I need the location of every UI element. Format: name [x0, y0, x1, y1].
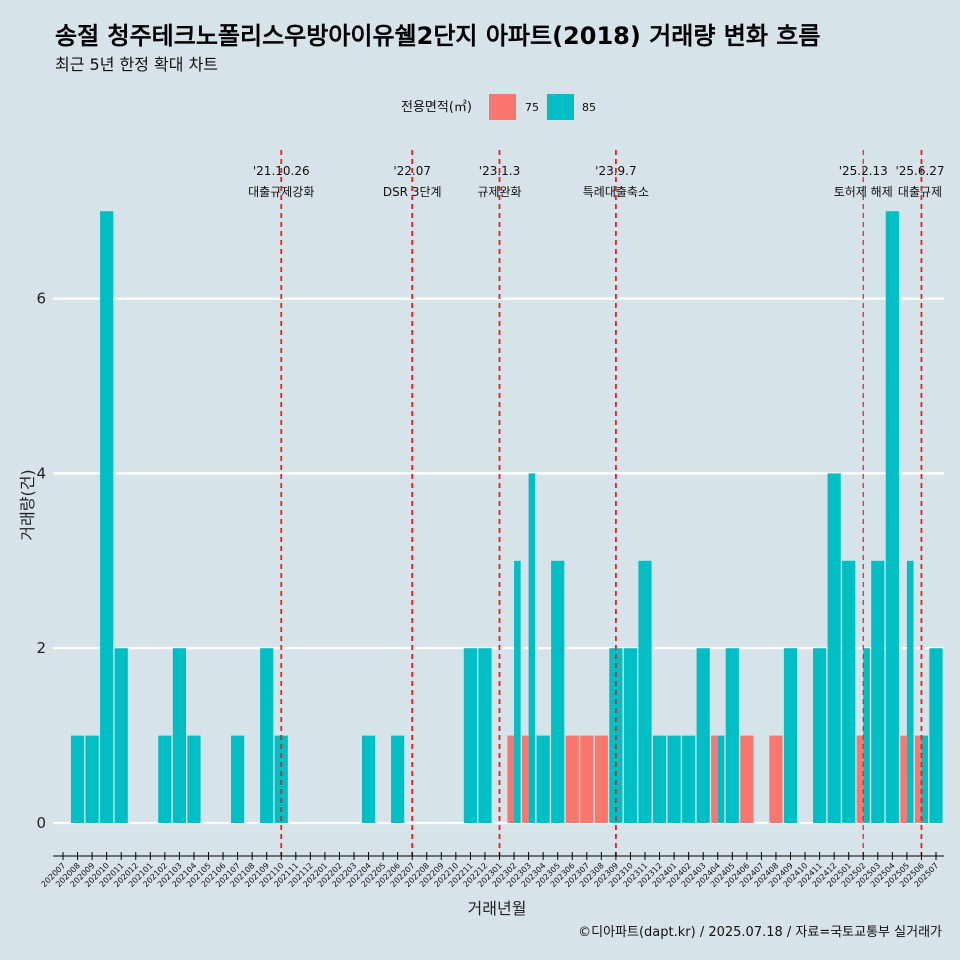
- annotation-label: DSR 3단계: [383, 185, 442, 199]
- bar-85-202405: [725, 648, 739, 823]
- bar-85-202212: [478, 648, 492, 823]
- bar-85-202310: [623, 648, 638, 823]
- annotation-date: '21.10.26: [253, 164, 310, 178]
- y-tick-label: 6: [36, 290, 46, 308]
- bar-85-202311: [638, 560, 652, 823]
- caption: ©디아파트(dapt.kr) / 2025.07.18 / 자료=국토교통부 실…: [578, 925, 942, 940]
- x-axis-title: 거래년월: [468, 899, 527, 918]
- annotation-label: 특례대출축소: [583, 185, 649, 199]
- bar-85-202502: [863, 648, 870, 823]
- y-tick-label: 2: [36, 639, 46, 657]
- bar-85-202011: [114, 648, 128, 823]
- chart-title: 송절 청주테크노폴리스우방아이유쉘2단지 아파트(2018) 거래량 변화 흐름: [55, 22, 820, 50]
- bar-75-202404: [711, 735, 718, 823]
- bar-75-202502: [856, 735, 864, 823]
- annotation-date: '25.6.27: [895, 164, 944, 178]
- y-tick-label: 4: [36, 464, 46, 482]
- x-axis: 2020072020082020092020102020112020122021…: [39, 852, 944, 889]
- bar-85-202504: [885, 211, 899, 823]
- legend-label-85: 85: [582, 101, 596, 114]
- bar-85-202312: [652, 735, 667, 823]
- bar-75-202506: [914, 735, 922, 823]
- annotations: '21.10.26 대출규제강화 '22.07 DSR 3단계 '23.1.3 규제완화 '…: [248, 164, 944, 199]
- legend-title: 전용면적(㎡): [401, 100, 472, 115]
- bar-85-202403: [696, 648, 710, 823]
- bar-85-202401: [667, 735, 681, 823]
- bar-85-202404: [717, 735, 725, 823]
- bar-75-202505: [900, 735, 907, 823]
- bar-75-202303: [522, 735, 529, 823]
- y-tick-label: 0: [36, 814, 46, 832]
- legend-label-75: 75: [525, 101, 539, 114]
- bar-85-202204: [361, 735, 376, 823]
- bar-85-202412: [827, 473, 841, 823]
- annotation-lines: [280, 150, 923, 856]
- annotation-label: 토허제 해제: [834, 185, 893, 199]
- y-axis-ticks: 0 2 4 6: [36, 290, 46, 832]
- bar-85-202010: [100, 211, 114, 823]
- legend-swatch-85: [547, 94, 574, 120]
- bar-75-202308: [594, 735, 608, 823]
- bar-85-202303: [528, 473, 536, 823]
- bar-85-202302: [514, 560, 521, 823]
- bar-85-202211: [463, 648, 477, 823]
- legend-swatch-75: [489, 94, 516, 120]
- bar-85-202507: [929, 648, 943, 823]
- bar-85-202506: [921, 735, 929, 823]
- bar-85-202402: [682, 735, 696, 823]
- annotation-date: '23.9.7: [595, 164, 636, 178]
- bar-85-202411: [813, 648, 827, 823]
- gridlines: [53, 297, 944, 825]
- bar-85-202305: [551, 560, 565, 823]
- bar-85-202103: [172, 648, 186, 823]
- annotation-label: 대출규제강화: [248, 185, 314, 199]
- bar-85-202206: [391, 735, 405, 823]
- bar-75-202408: [769, 735, 783, 823]
- annotation-date: '23.1.3: [479, 164, 520, 178]
- bar-75-202302: [507, 735, 515, 823]
- bar-85-202503: [871, 560, 885, 823]
- annotation-date: '25.2.13: [839, 164, 888, 178]
- bar-85-202104: [187, 735, 201, 823]
- annotation-label: 대출규제: [898, 185, 942, 199]
- bar-85-202109: [260, 648, 274, 823]
- bar-85-202102: [158, 735, 172, 823]
- bar-85-202505: [906, 560, 914, 823]
- bars: [70, 211, 943, 823]
- bar-85-202110: [274, 735, 288, 823]
- annotation-label: 규제완화: [477, 185, 521, 199]
- bar-85-202008: [70, 735, 85, 823]
- bar-85-202409: [783, 648, 798, 823]
- y-axis-title: 거래량(건): [18, 469, 37, 540]
- legend: 전용면적(㎡) 75 85: [401, 94, 596, 120]
- bar-75-202307: [580, 735, 594, 823]
- bar-75-202406: [740, 735, 754, 823]
- annotation-date: '22.07: [393, 164, 431, 178]
- chart-subtitle: 최근 5년 한정 확대 차트: [55, 55, 218, 74]
- bar-85-202107: [231, 735, 245, 823]
- bar-75-202306: [565, 735, 579, 823]
- bar-85-202304: [536, 735, 550, 823]
- bar-85-202009: [85, 735, 99, 823]
- bar-85-202501: [842, 560, 856, 823]
